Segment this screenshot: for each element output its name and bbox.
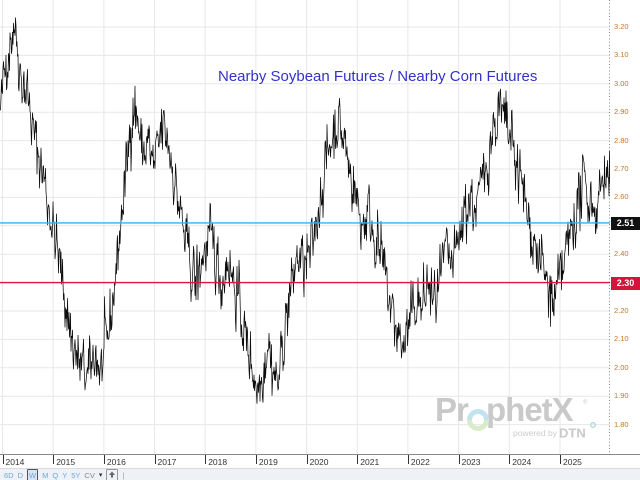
svg-text:DTN: DTN (559, 426, 586, 441)
svg-text:phetX: phetX (486, 393, 574, 428)
svg-text:®: ® (583, 399, 588, 406)
svg-text:Pr: Pr (435, 393, 469, 428)
svg-text:powered by: powered by (513, 428, 558, 438)
